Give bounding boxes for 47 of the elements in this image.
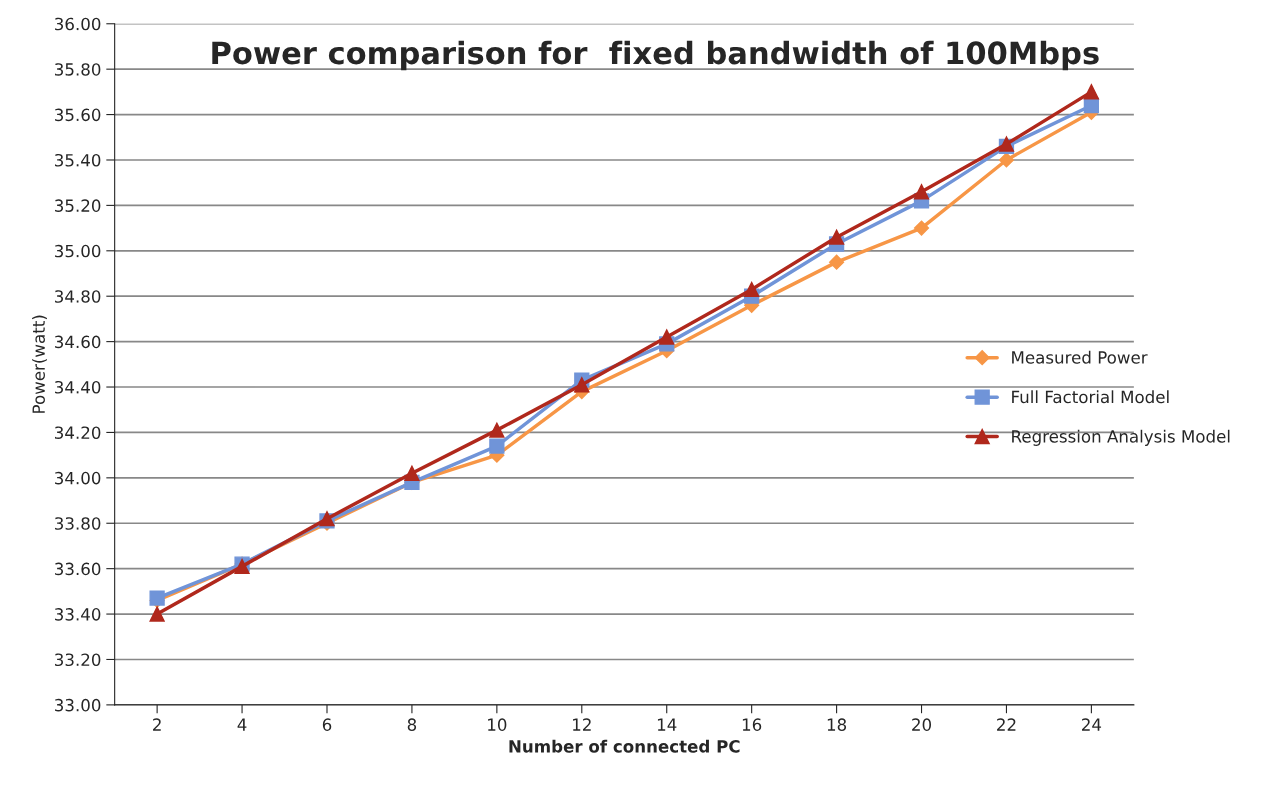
point xyxy=(913,184,930,200)
legend-label: Regression Analysis Model xyxy=(1012,429,1230,446)
x-tick-label: 16 xyxy=(742,718,762,731)
legend-label: Measured Power xyxy=(1012,350,1148,364)
y-tick-label: 35.00 xyxy=(55,244,101,258)
point xyxy=(744,281,760,298)
y-tick-label: 34.60 xyxy=(55,335,101,349)
point xyxy=(828,229,845,245)
point xyxy=(489,422,505,438)
point xyxy=(489,438,505,454)
point xyxy=(829,254,845,270)
y-tick-label: 35.80 xyxy=(55,63,101,76)
y-tick-label: 34.20 xyxy=(55,426,101,439)
y-tick-label: 34.80 xyxy=(55,290,101,303)
y-tick-label: 35.20 xyxy=(55,199,101,212)
x-tick-label: 24 xyxy=(1082,718,1102,731)
point xyxy=(149,606,165,622)
x-axis-title: Number of connected PC xyxy=(509,739,740,753)
y-tick-label: 33.80 xyxy=(55,517,101,530)
x-tick-label: 20 xyxy=(912,718,932,731)
y-tick-label: 33.40 xyxy=(55,608,101,621)
y-tick-label: 33.00 xyxy=(55,698,101,712)
y-tick-label: 34.00 xyxy=(55,471,101,485)
y-tick-label: 35.40 xyxy=(55,153,101,167)
x-tick-label: 4 xyxy=(237,718,247,731)
text: Power comparison for fixed bandwidth of 100Mbps xyxy=(212,40,1099,71)
x-tick-label: 6 xyxy=(322,718,332,731)
point xyxy=(1083,84,1100,100)
x-tick-label: 14 xyxy=(657,718,677,731)
x-tick-label: 2 xyxy=(153,718,161,731)
point xyxy=(659,329,675,345)
point xyxy=(574,377,590,393)
x-tick-label: 12 xyxy=(573,718,591,731)
x-tick-label: 22 xyxy=(997,718,1016,731)
legend-label: Full Factorial Model xyxy=(1012,390,1169,404)
y-axis-title: Power(watt) xyxy=(32,315,47,413)
point xyxy=(404,465,420,481)
y-tick-label: 36.00 xyxy=(55,17,101,31)
y-tick-label: 35.60 xyxy=(55,108,101,122)
y-tick-label: 33.20 xyxy=(55,653,101,667)
point xyxy=(913,220,930,236)
y-tick-label: 33.60 xyxy=(55,562,101,576)
x-tick-label: 8 xyxy=(407,718,417,731)
y-tick-label: 34.40 xyxy=(55,380,101,394)
x-tick-label: 10 xyxy=(488,718,507,731)
point xyxy=(998,152,1015,168)
x-tick-label: 18 xyxy=(827,718,847,731)
